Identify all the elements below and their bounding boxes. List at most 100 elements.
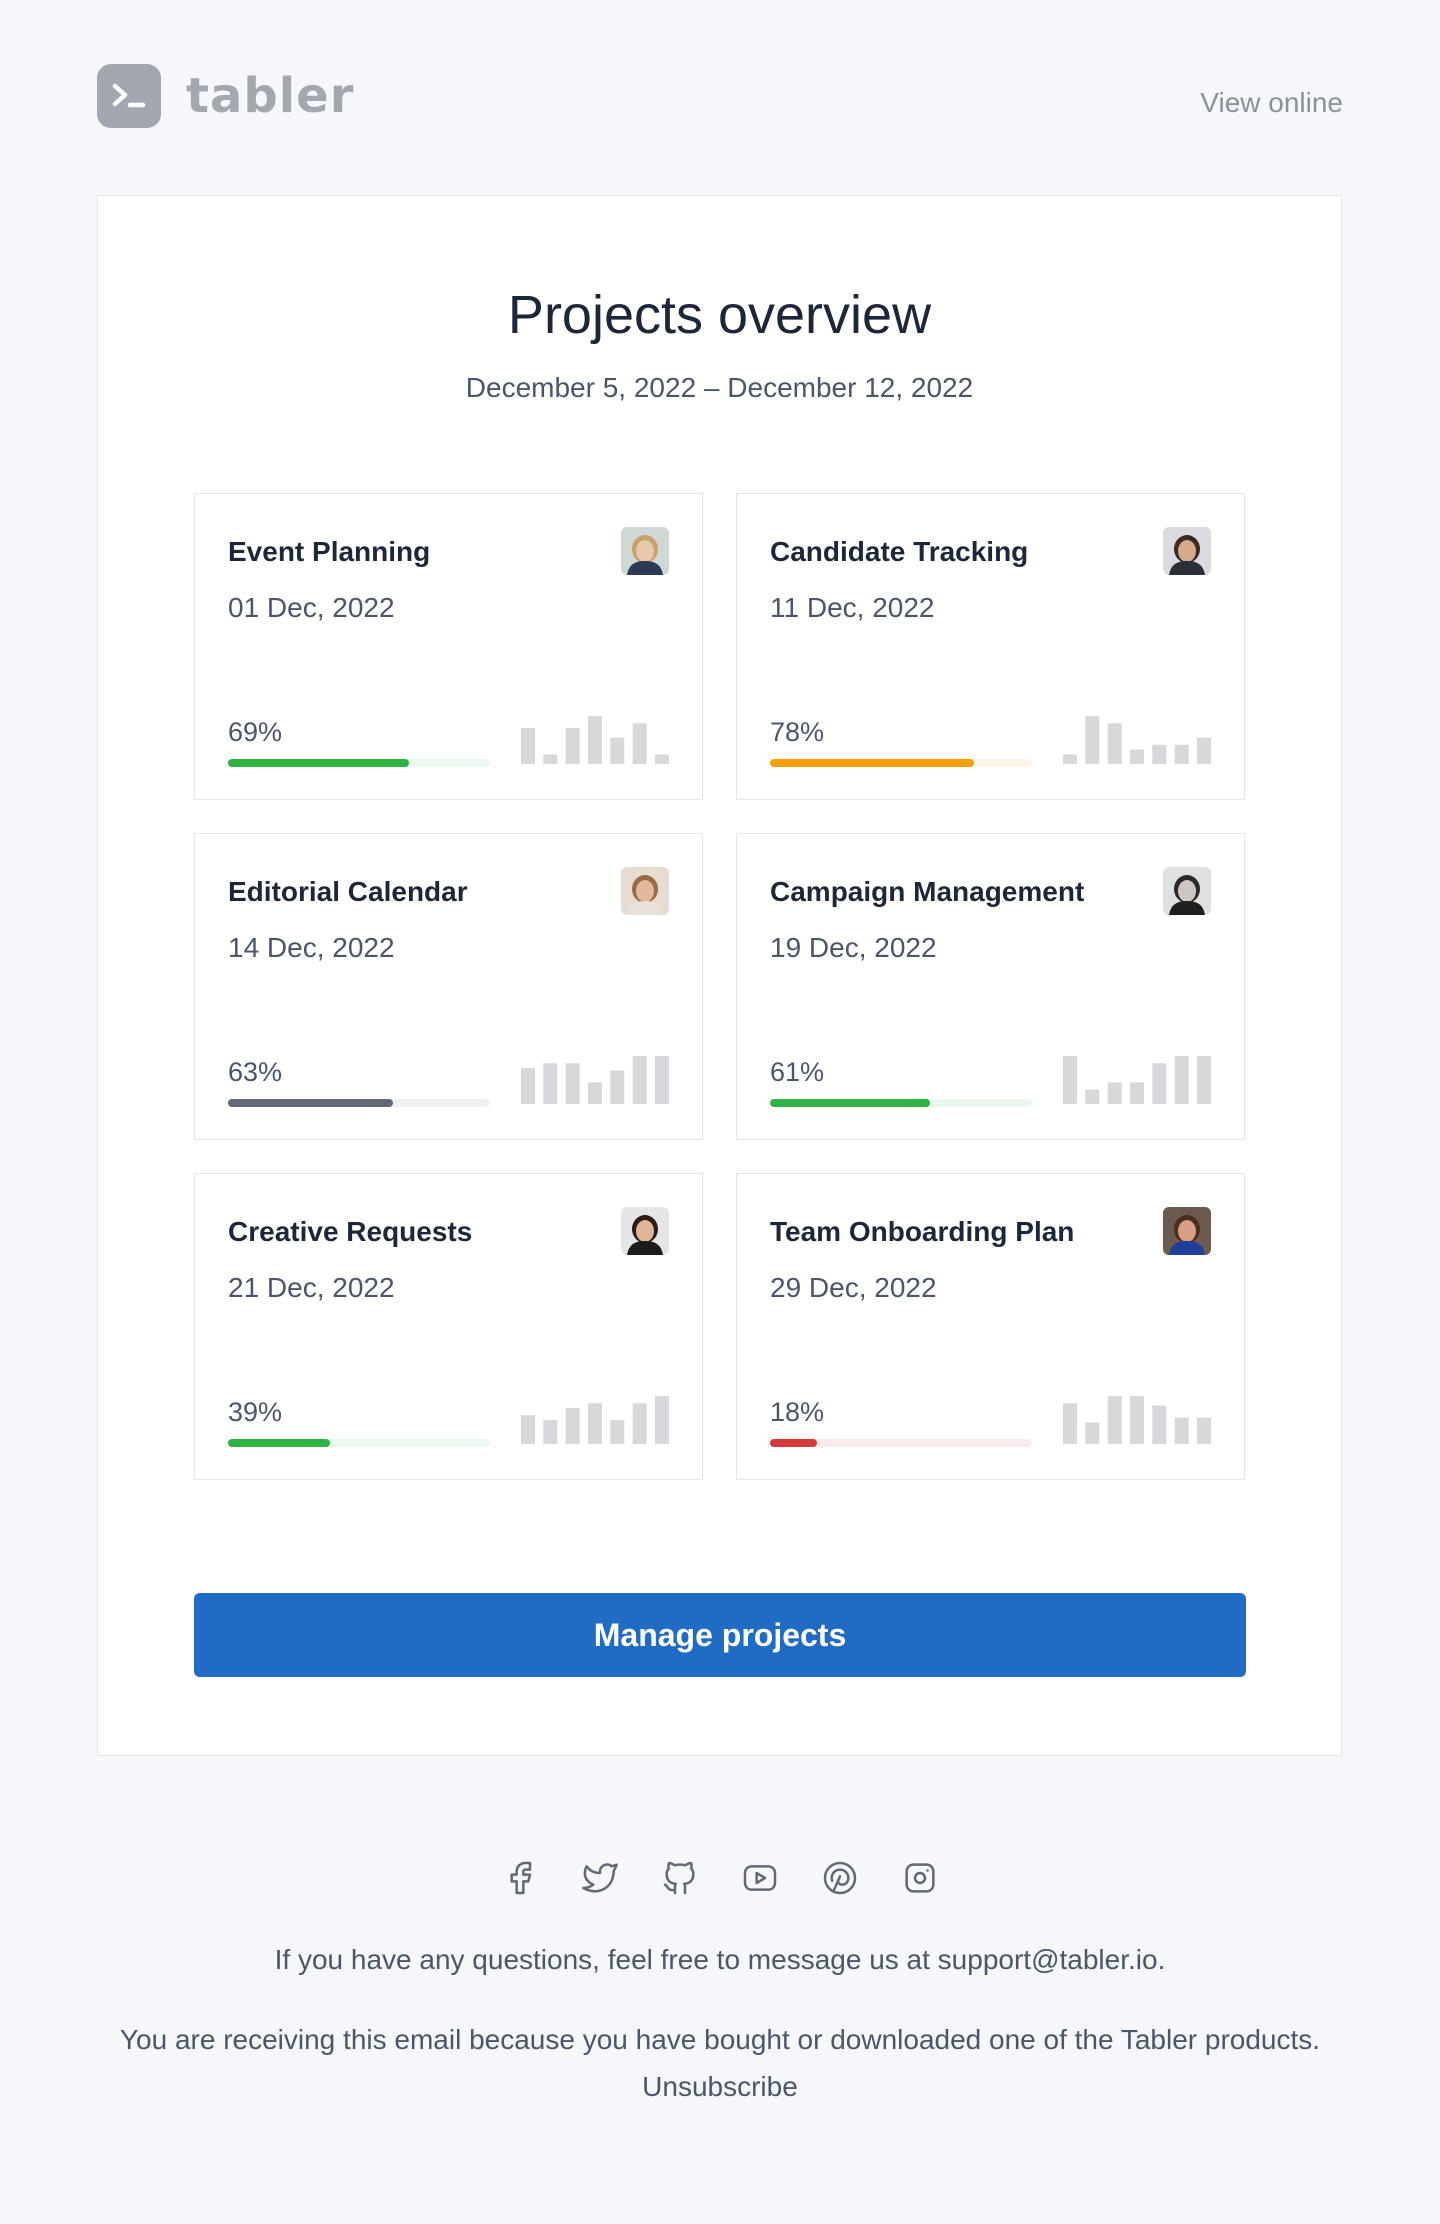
spark-bar [1130, 1396, 1144, 1444]
logo[interactable]: tabler [97, 64, 354, 128]
spark-bar [1063, 754, 1077, 764]
avatar [1163, 527, 1211, 575]
project-date: 19 Dec, 2022 [770, 932, 937, 963]
progress-bar [228, 1439, 490, 1447]
spark-bar [1174, 1417, 1189, 1444]
spark-bar [565, 1063, 580, 1104]
project-title: Team Onboarding Plan [770, 1216, 1075, 1247]
spark-bar [632, 1056, 647, 1104]
project-date: 11 Dec, 2022 [770, 592, 935, 623]
project-date: 21 Dec, 2022 [228, 1272, 395, 1303]
spark-bar [610, 1420, 625, 1444]
project-title: Creative Requests [228, 1216, 473, 1247]
spark-bar [1130, 749, 1144, 764]
project-title: Editorial Calendar [228, 876, 468, 907]
spark-bar [521, 1068, 535, 1104]
spark-bar [1107, 723, 1122, 764]
project-title: Event Planning [228, 536, 431, 567]
spark-bar [565, 1408, 580, 1444]
pinterest-icon[interactable] [820, 1858, 860, 1898]
progress-bar [770, 759, 1032, 767]
progress-bar [770, 1439, 1032, 1447]
spark-bar [610, 1070, 625, 1104]
spark-bar [588, 1082, 602, 1104]
spark-bar [1130, 1082, 1144, 1104]
spark-bar [1107, 1396, 1122, 1444]
spark-bar [1197, 1417, 1211, 1444]
project-card[interactable]: Campaign Management 19 Dec, 2022 61% [736, 833, 1245, 1140]
project-date: 29 Dec, 2022 [770, 1272, 937, 1303]
terminal-icon [97, 64, 161, 128]
avatar [621, 1207, 669, 1255]
avatar [1163, 1207, 1211, 1255]
project-title: Candidate Tracking [770, 536, 1029, 567]
spark-bar [588, 716, 602, 764]
footer-reason: You are receiving this email because you… [119, 2024, 1321, 2055]
project-card[interactable]: Event Planning 01 Dec, 2022 69% [194, 493, 703, 800]
view-online-link[interactable]: View online [1200, 87, 1343, 118]
avatar [1163, 867, 1211, 915]
spark-bar [632, 1403, 647, 1444]
progress-label: 61% [770, 1057, 825, 1087]
spark-bar [1152, 1405, 1167, 1444]
project-date: 01 Dec, 2022 [228, 592, 395, 623]
instagram-icon[interactable] [900, 1858, 940, 1898]
sparkline-chart [521, 1394, 669, 1444]
spark-bar [1107, 1082, 1122, 1104]
sparkline-chart [1063, 714, 1211, 764]
progress-label: 69% [228, 717, 283, 747]
manage-projects-button[interactable]: Manage projects [194, 1593, 1246, 1677]
progress-label: 39% [228, 1397, 283, 1427]
progress-fill [770, 759, 975, 767]
progress-bar [228, 759, 490, 767]
social-links [0, 1858, 1440, 1898]
spark-bar [543, 1063, 558, 1104]
progress-fill [228, 1439, 331, 1447]
progress-fill [228, 759, 409, 767]
progress-bar [770, 1099, 1032, 1107]
spark-bar [1152, 744, 1167, 764]
unsubscribe-link[interactable]: Unsubscribe [642, 2071, 798, 2102]
project-card[interactable]: Creative Requests 21 Dec, 2022 39% [194, 1173, 703, 1480]
progress-bar [228, 1099, 490, 1107]
youtube-icon[interactable] [740, 1858, 780, 1898]
progress-label: 18% [770, 1397, 825, 1427]
header: tabler View online [97, 64, 1343, 130]
github-icon[interactable] [660, 1858, 700, 1898]
avatar [621, 527, 669, 575]
sparkline-chart [1063, 1394, 1211, 1444]
twitter-icon[interactable] [580, 1858, 620, 1898]
project-card[interactable]: Editorial Calendar 14 Dec, 2022 63% [194, 833, 703, 1140]
spark-bar [1174, 744, 1189, 764]
progress-fill [228, 1099, 394, 1107]
spark-bar [521, 728, 535, 764]
progress-fill [770, 1439, 818, 1447]
spark-bar [655, 754, 669, 764]
spark-bar [1197, 1056, 1211, 1104]
unsubscribe: Unsubscribe [0, 2071, 1440, 2103]
progress-fill [770, 1099, 930, 1107]
spark-bar [521, 1415, 535, 1444]
projects-grid: Event Planning 01 Dec, 2022 69% Candidat… [194, 493, 1245, 1480]
spark-bar [1174, 1056, 1189, 1104]
spark-bar [1197, 737, 1211, 764]
spark-bar [543, 754, 558, 764]
facebook-icon[interactable] [500, 1858, 540, 1898]
footer-questions: If you have any questions, feel free to … [274, 1944, 1166, 1975]
project-card[interactable]: Candidate Tracking 11 Dec, 2022 78% [736, 493, 1245, 800]
project-date: 14 Dec, 2022 [228, 932, 395, 963]
spark-bar [1063, 1403, 1077, 1444]
project-card[interactable]: Team Onboarding Plan 29 Dec, 2022 18% [736, 1173, 1245, 1480]
spark-bar [655, 1396, 669, 1444]
spark-bar [610, 737, 625, 764]
overview-card: Projects overview December 5, 2022 – Dec… [97, 195, 1342, 1756]
spark-bar [565, 728, 580, 764]
spark-bar [543, 1420, 558, 1444]
project-title: Campaign Management [770, 876, 1085, 907]
sparkline-chart [521, 714, 669, 764]
brand-name: tabler [186, 68, 355, 124]
sparkline-chart [521, 1054, 669, 1104]
avatar [621, 867, 669, 915]
spark-bar [1085, 1089, 1100, 1104]
spark-bar [1085, 1422, 1100, 1444]
